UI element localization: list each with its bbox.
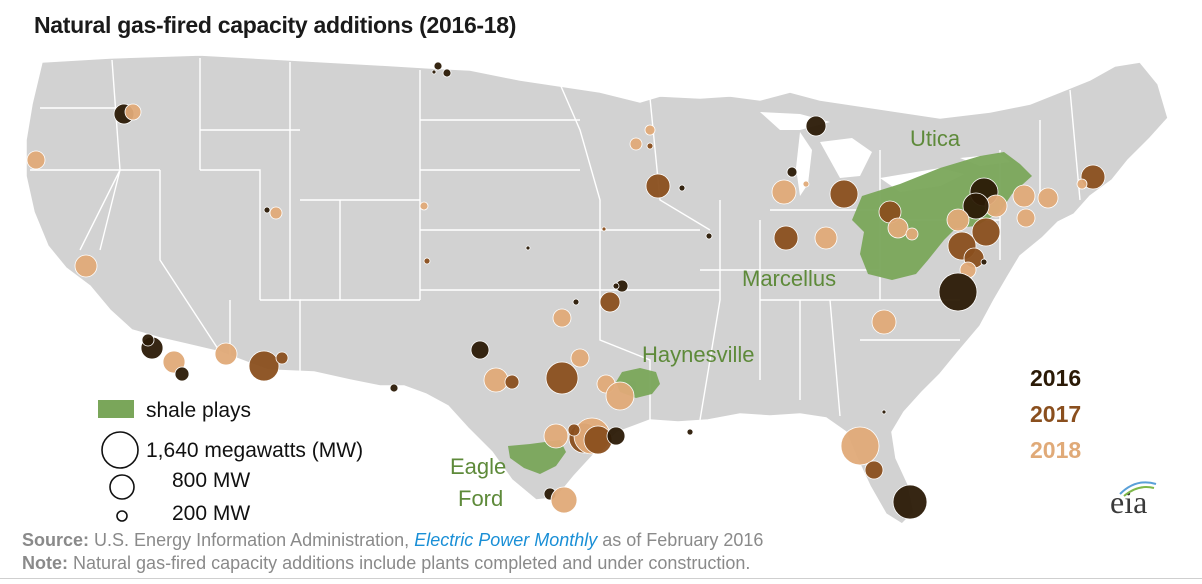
source-date: as of February 2016 — [602, 530, 764, 550]
capacity-bubble-2017 — [275, 351, 289, 365]
region-label-utica: Utica — [910, 126, 961, 151]
capacity-bubble-2018 — [771, 179, 797, 205]
capacity-bubble-2016 — [606, 426, 626, 446]
capacity-bubble-2018 — [802, 180, 810, 188]
legend-size-medium-icon — [109, 474, 135, 500]
capacity-bubble-2017 — [645, 173, 671, 199]
capacity-bubble-2016 — [572, 298, 580, 306]
capacity-bubble-2018 — [871, 309, 897, 335]
legend-shale-swatch — [98, 400, 134, 418]
capacity-bubble-2016 — [786, 166, 798, 178]
capacity-bubble-2017 — [864, 460, 884, 480]
capacity-bubble-2016 — [174, 366, 190, 382]
capacity-bubble-2017 — [601, 226, 607, 232]
capacity-bubble-2018 — [483, 367, 509, 393]
capacity-bubble-2017 — [971, 217, 1001, 247]
year-label-2017: 2017 — [1030, 401, 1081, 427]
year-label-2016: 2016 — [1030, 365, 1081, 391]
capacity-bubble-2018 — [946, 208, 970, 232]
capacity-bubble-2016 — [678, 184, 686, 192]
eia-logo-text: eia — [1110, 484, 1148, 520]
eia-logo: eia — [1110, 481, 1157, 521]
legend-size-medium-label: 800 MW — [172, 469, 250, 492]
capacity-bubble-2016 — [612, 282, 620, 290]
capacity-bubble-2018 — [570, 348, 590, 368]
capacity-bubble-2017 — [773, 225, 799, 251]
capacity-bubble-2018 — [419, 201, 429, 211]
capacity-bubble-2018 — [887, 217, 909, 239]
capacity-bubble-2018 — [1016, 208, 1036, 228]
source-publication-link[interactable]: Electric Power Monthly — [414, 530, 598, 550]
region-label-haynesville: Haynesville — [642, 342, 755, 367]
map-title: Natural gas-fired capacity additions (20… — [34, 12, 517, 38]
capacity-bubble-2017 — [504, 374, 520, 390]
capacity-bubble-2018 — [905, 227, 919, 241]
capacity-bubble-2018 — [269, 206, 283, 220]
us-map: Utica Marcellus Haynesville Eagle Ford 2… — [25, 54, 1169, 525]
capacity-bubble-2016 — [431, 69, 437, 75]
capacity-bubble-2017 — [599, 291, 621, 313]
capacity-bubble-2016 — [433, 61, 443, 71]
capacity-bubbles — [26, 61, 1106, 520]
region-label-eagle-ford-1: Eagle — [450, 454, 506, 479]
capacity-bubble-2018 — [814, 226, 838, 250]
capacity-bubble-2018 — [605, 381, 635, 411]
capacity-bubble-2016 — [881, 409, 887, 415]
capacity-bubble-2017 — [248, 350, 280, 382]
legend-shale-label: shale plays — [146, 399, 251, 422]
capacity-bubble-2016 — [263, 206, 271, 214]
footer-rule — [0, 578, 1202, 579]
legend-size-large-icon — [101, 431, 139, 469]
capacity-bubble-2016 — [705, 232, 713, 240]
legend-size-large-label: 1,640 megawatts (MW) — [146, 439, 363, 462]
year-label-2018: 2018 — [1030, 437, 1081, 463]
capacity-bubble-2016 — [980, 258, 988, 266]
capacity-bubble-2016 — [442, 68, 452, 78]
capacity-bubble-2018 — [550, 486, 578, 514]
capacity-bubble-2016 — [141, 333, 155, 347]
source-label: Source: — [22, 530, 90, 550]
legend-size-small-icon — [116, 510, 128, 522]
capacity-bubble-2018 — [214, 342, 238, 366]
capacity-bubble-2018 — [26, 150, 46, 170]
source-line: Source: U.S. Energy Information Administ… — [22, 530, 763, 551]
note-text: Natural gas-fired capacity additions inc… — [73, 553, 751, 573]
capacity-bubble-2016 — [525, 245, 531, 251]
capacity-bubble-2018 — [1012, 184, 1036, 208]
capacity-bubble-2016 — [805, 115, 827, 137]
capacity-bubble-2018 — [552, 308, 572, 328]
capacity-bubble-2018 — [840, 426, 880, 466]
capacity-bubble-2016 — [686, 428, 694, 436]
note-line: Note: Natural gas-fired capacity additio… — [22, 553, 750, 574]
capacity-bubble-2017 — [646, 142, 654, 150]
capacity-bubble-2016 — [470, 340, 490, 360]
source-text: U.S. Energy Information Administration, — [94, 530, 410, 550]
capacity-bubble-2018 — [629, 137, 643, 151]
capacity-bubble-2017 — [423, 257, 431, 265]
capacity-bubble-2018 — [543, 423, 569, 449]
capacity-bubble-2017 — [829, 179, 859, 209]
capacity-bubble-2018 — [644, 124, 656, 136]
region-label-eagle-ford-2: Ford — [458, 486, 503, 511]
capacity-bubble-2018 — [124, 103, 142, 121]
capacity-bubble-2018 — [1037, 187, 1059, 209]
capacity-bubble-2016 — [389, 383, 399, 393]
capacity-bubble-2017 — [567, 423, 581, 437]
capacity-bubble-2018 — [74, 254, 98, 278]
capacity-bubble-2017 — [545, 361, 579, 395]
region-label-marcellus: Marcellus — [742, 266, 836, 291]
legend-size-small-label: 200 MW — [172, 502, 250, 525]
capacity-bubble-2018 — [1076, 178, 1088, 190]
capacity-bubble-2016 — [938, 272, 978, 312]
shale-eagle-ford — [508, 440, 566, 474]
capacity-bubble-2016 — [892, 484, 928, 520]
capacity-bubble-2016 — [962, 192, 990, 220]
note-label: Note: — [22, 553, 68, 573]
eia-logo-swoosh-icon — [1119, 481, 1157, 497]
